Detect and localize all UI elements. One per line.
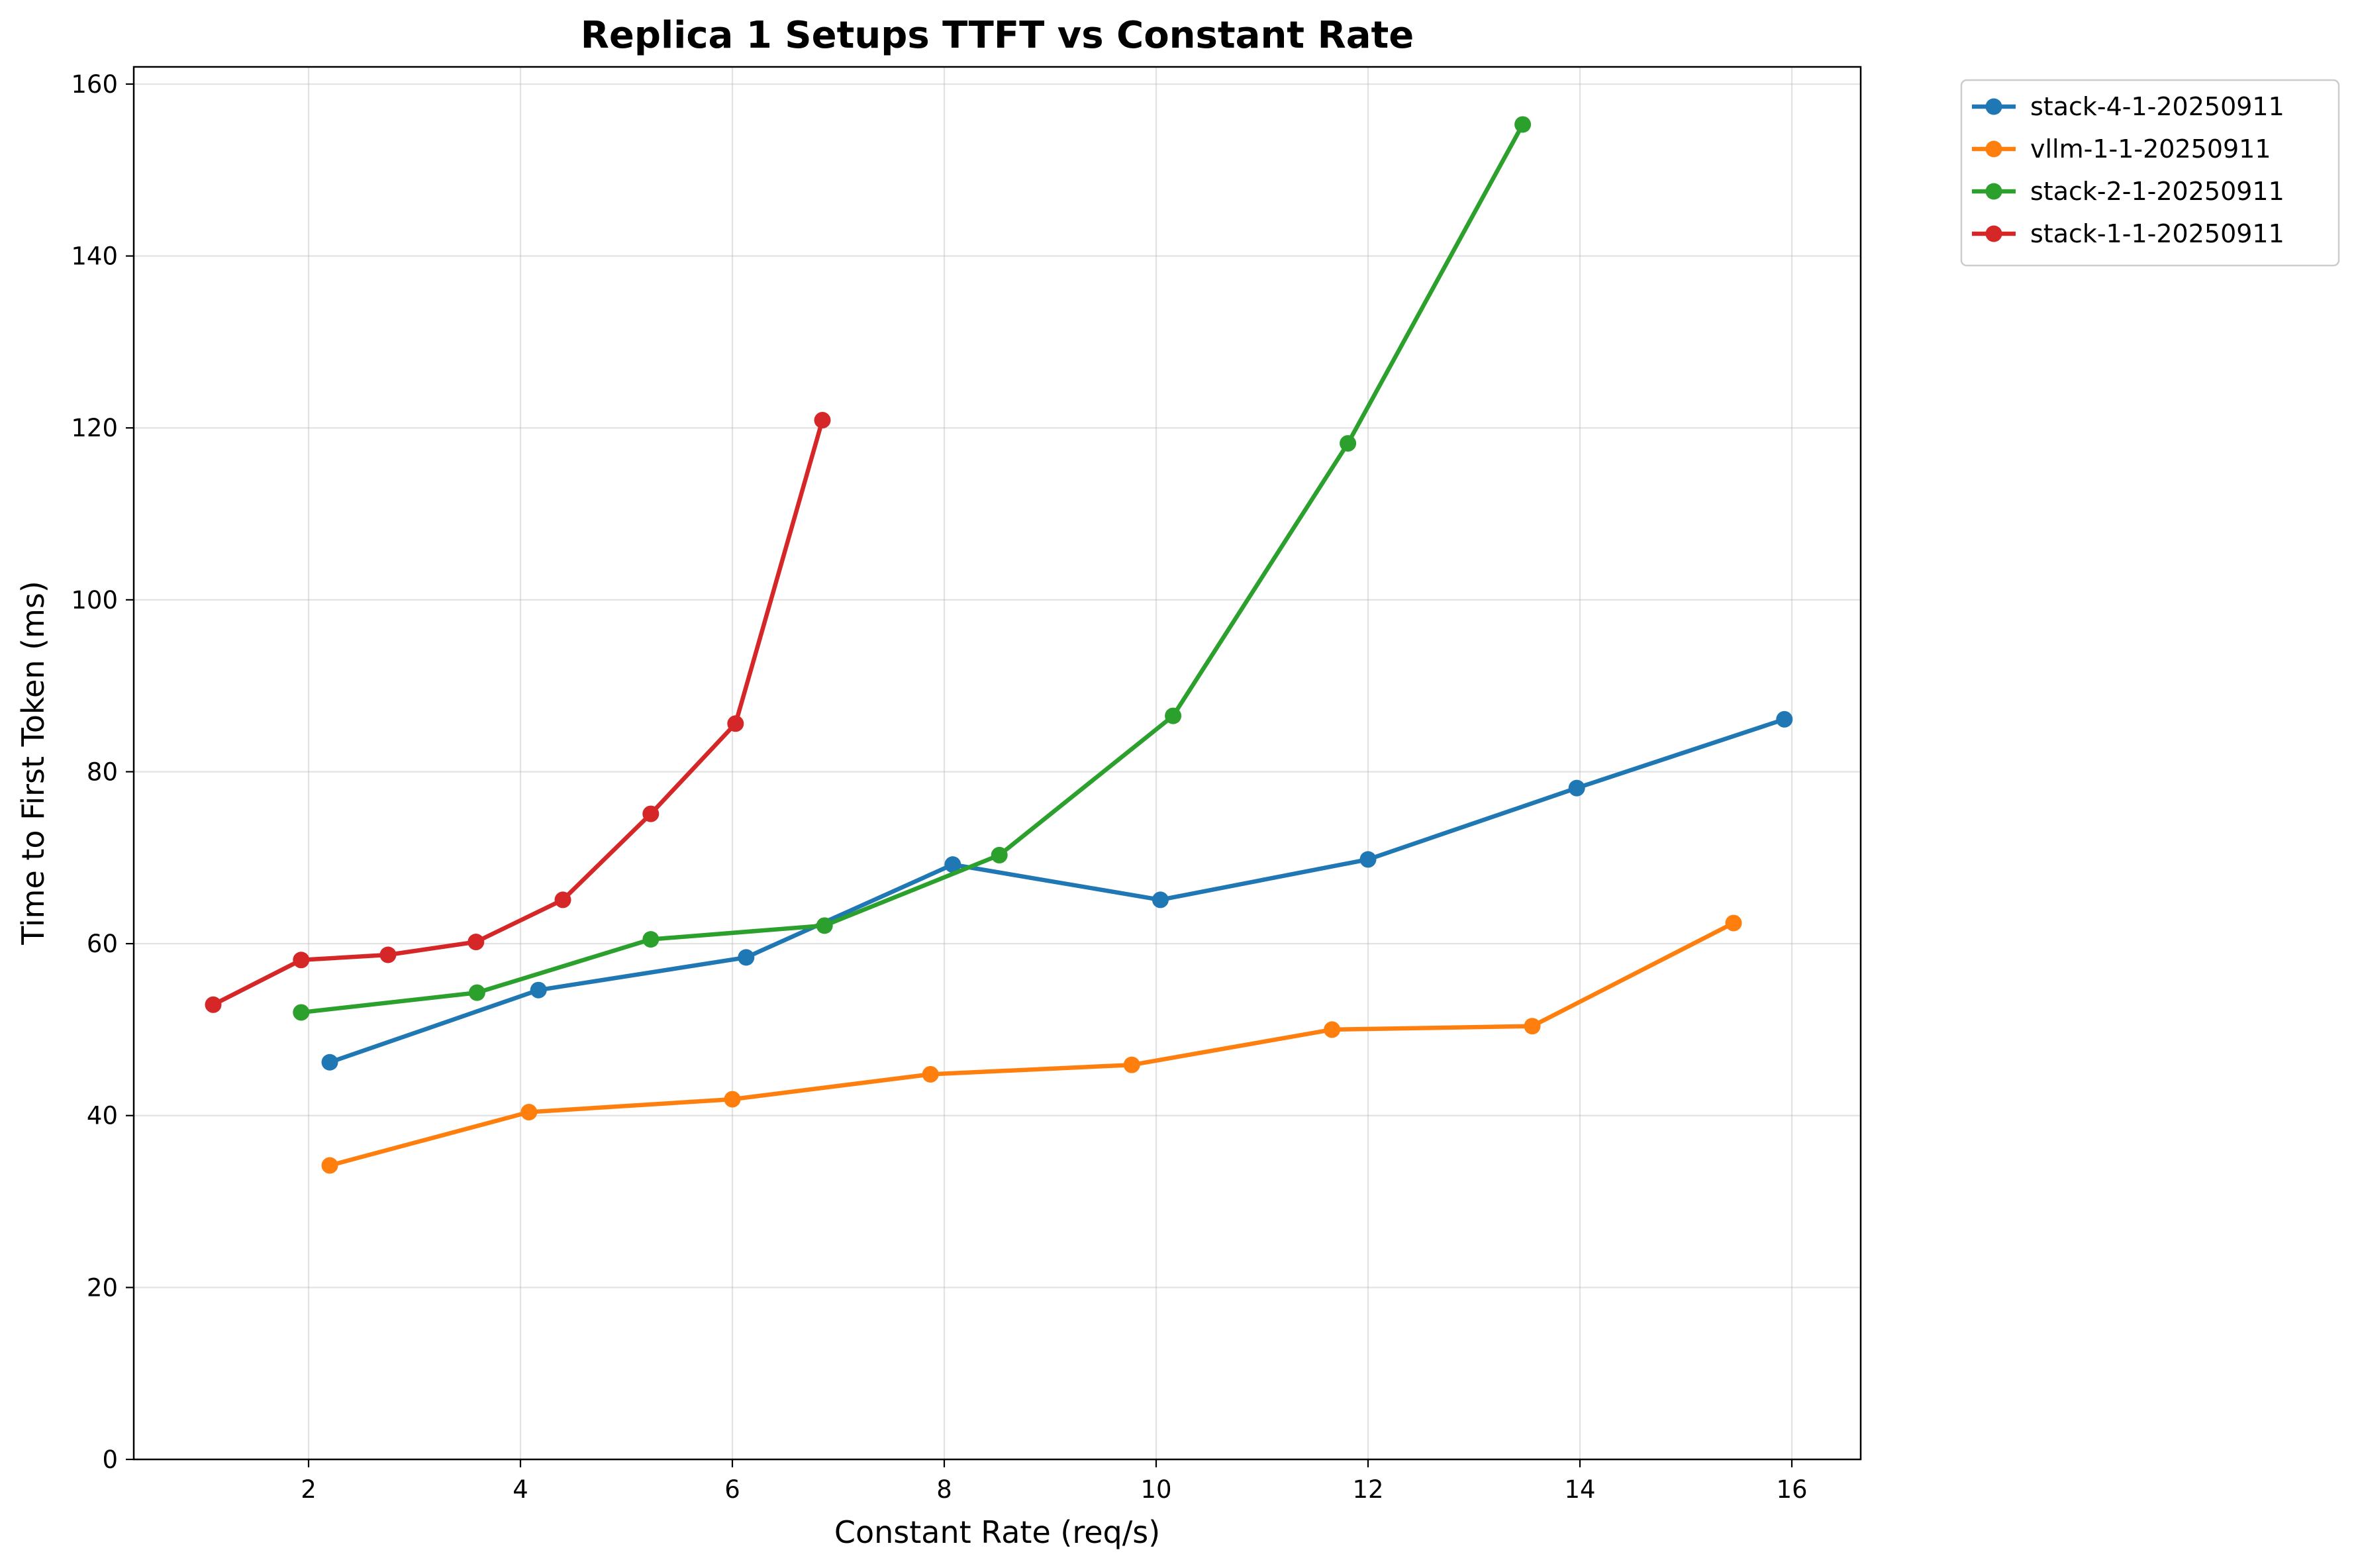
series-line [327, 920, 1736, 1168]
x-tick-label: 2 [301, 1475, 317, 1504]
data-point [1776, 710, 1793, 728]
data-point [467, 934, 485, 951]
y-tick-label: 160 [71, 70, 118, 99]
series-line [327, 717, 1787, 1065]
data-point [1568, 779, 1585, 797]
x-tick-label: 14 [1564, 1475, 1595, 1504]
x-tick-label: 16 [1776, 1475, 1807, 1504]
legend-swatch-marker [1985, 183, 2002, 200]
legend-entry-label: vllm-1-1-20250911 [2030, 134, 2271, 164]
data-point [1123, 1056, 1140, 1073]
series-line [211, 418, 825, 1007]
data-point [530, 981, 547, 999]
data-point [816, 917, 833, 934]
data-point [738, 949, 755, 966]
data-point [1514, 116, 1532, 133]
legend-swatch-marker [1985, 225, 2002, 242]
y-tick-label: 80 [87, 758, 118, 786]
y-tick-label: 40 [87, 1102, 118, 1130]
data-point [321, 1054, 338, 1071]
data-point [1524, 1018, 1541, 1035]
data-point [1725, 914, 1742, 932]
x-axis-ticks: 2 4 6 8 10 12 14 16 [301, 1459, 1808, 1504]
data-point [468, 984, 485, 1001]
series-stack-4-1-20250911 [321, 710, 1793, 1071]
data-point [205, 996, 222, 1013]
series-stack-1-1-20250911 [205, 412, 831, 1013]
data-point [724, 1091, 741, 1108]
x-tick-label: 12 [1352, 1475, 1383, 1504]
y-axis-ticks: 0 20 40 60 80 100 120 140 160 [71, 70, 134, 1474]
data-point [520, 1104, 538, 1121]
data-point [1165, 707, 1182, 724]
y-tick-label: 60 [87, 930, 118, 958]
y-tick-label: 20 [87, 1273, 118, 1302]
plot-area-frame [132, 66, 1862, 1461]
data-point [944, 856, 961, 873]
series-vllm-1-1-20250911 [321, 914, 1742, 1174]
legend-frame [1960, 79, 2340, 267]
data-point [1359, 851, 1377, 868]
series-group [205, 116, 1793, 1174]
legend-entry-label: stack-2-1-20250911 [2030, 177, 2284, 206]
y-tick-label: 0 [102, 1446, 118, 1474]
y-tick-label: 140 [71, 242, 118, 271]
legend: stack-4-1-20250911 vllm-1-1-20250911 stack… [1960, 79, 2340, 267]
legend-entry-label: stack-1-1-20250911 [2030, 219, 2284, 248]
data-point [1340, 435, 1357, 452]
data-point [1152, 891, 1169, 908]
data-point [293, 952, 310, 969]
x-tick-label: 6 [724, 1475, 740, 1504]
data-point [554, 891, 571, 908]
data-point [293, 1004, 310, 1021]
chart-title: Replica 1 Setups TTFT vs Constant Rate [581, 14, 1414, 57]
y-tick-label: 120 [71, 414, 118, 442]
legend-entry-label: stack-4-1-20250911 [2030, 92, 2284, 121]
data-point [642, 805, 660, 822]
data-point [922, 1065, 939, 1083]
data-point [991, 846, 1008, 863]
data-point [814, 412, 831, 429]
x-tick-label: 8 [936, 1475, 952, 1504]
data-point [642, 931, 660, 948]
data-point [321, 1157, 338, 1174]
x-axis-label: Constant Rate (req/s) [834, 1514, 1160, 1550]
data-point [379, 946, 397, 963]
x-tick-label: 4 [513, 1475, 528, 1504]
series-stack-2-1-20250911 [293, 116, 1532, 1021]
y-axis-label: Time to First Token (ms) [15, 581, 51, 946]
y-tick-label: 100 [71, 586, 118, 614]
legend-swatch-marker [1985, 98, 2002, 115]
legend-swatch-marker [1985, 140, 2002, 158]
data-point [727, 715, 744, 732]
series-line [299, 122, 1525, 1015]
x-tick-label: 10 [1140, 1475, 1171, 1504]
data-point [1324, 1021, 1341, 1038]
